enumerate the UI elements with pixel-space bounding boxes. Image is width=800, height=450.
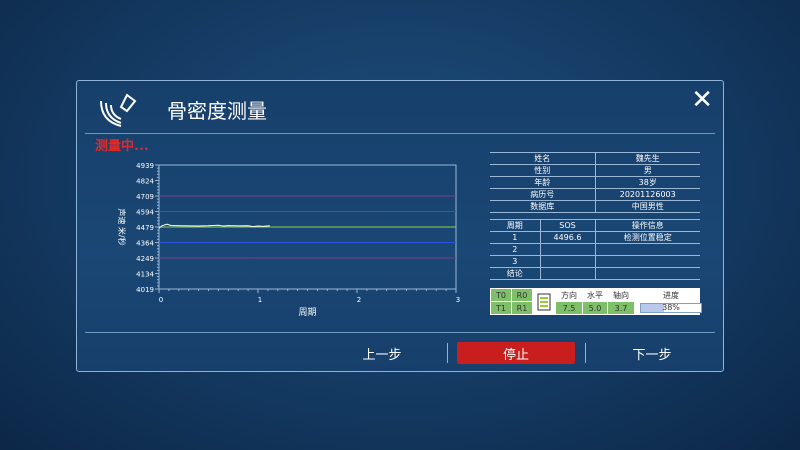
y-axis-label: 声速 米/秒 — [117, 208, 127, 245]
axial-label: 轴向 — [613, 290, 629, 300]
y-tick-label: 4019 — [136, 286, 154, 294]
column-header: 周期 — [490, 219, 541, 232]
field-value: 魏先生 — [595, 152, 700, 165]
divider — [85, 332, 715, 333]
field-value: 20201126003 — [595, 188, 700, 201]
patient-row: 性别男 — [490, 164, 700, 177]
patient-row: 年龄 38岁 — [490, 176, 700, 189]
results-row: 3 — [490, 255, 700, 268]
results-cell — [595, 243, 700, 256]
field-value: 38岁 — [595, 176, 700, 189]
sos-chart: 4019 4134 4249 4364 4479 4594 4709 4824 4939 0 1 2 3… — [117, 162, 460, 318]
y-tick-label: 4134 — [136, 271, 154, 279]
divider — [85, 133, 715, 134]
probe-status-strip: T0 R0 方向 水平 轴向 进度 T1 R1 7.5 5.0 3.7 38% — [490, 288, 702, 315]
horizontal-label: 水平 — [587, 290, 603, 300]
measuring-status: 测量中... — [95, 139, 149, 154]
r1-indicator: R1 — [512, 302, 532, 314]
ultrasound-probe-icon — [100, 93, 137, 127]
results-cell — [595, 267, 700, 280]
y-tick-label: 4364 — [136, 240, 154, 248]
y-tick-label: 4709 — [136, 193, 154, 201]
separator — [585, 343, 586, 363]
field-value: 中国男性 — [595, 200, 700, 213]
results-cell — [540, 267, 596, 280]
separator — [447, 343, 448, 363]
direction-value: 7.5 — [556, 302, 582, 314]
results-row: 1 4496.6 检测位置稳定 — [490, 231, 700, 244]
patient-info-table: 姓名 魏先生 性别男年龄 38岁 病历号 20201126003 数据库 中国男性 — [490, 152, 700, 213]
results-cell: 2 — [490, 243, 541, 256]
column-header: 操作信息 — [595, 219, 700, 232]
progress-text: 38% — [662, 303, 680, 312]
t0-indicator: T0 — [491, 289, 511, 301]
field-label: 数据库 — [490, 200, 596, 213]
prev-step-button[interactable]: 上一步 — [362, 347, 402, 363]
field-label: 年龄 — [490, 176, 596, 189]
axial-value: 3.7 — [608, 302, 634, 314]
close-icon[interactable]: ✕ — [691, 85, 713, 115]
patient-row: 数据库 中国男性 — [490, 200, 700, 213]
results-cell: 1 — [490, 231, 541, 244]
field-label: 病历号 — [490, 188, 596, 201]
results-cell — [595, 255, 700, 268]
y-tick-label: 4594 — [136, 209, 154, 217]
results-cell: 结论 — [490, 267, 541, 280]
y-tick-label: 4479 — [136, 224, 154, 232]
field-label: 姓名 — [490, 152, 596, 165]
dialog-title: 骨密度测量 — [167, 99, 267, 123]
bone-density-dialog: 骨密度测量 ✕ 测量中... 4019 4134 4249 4364 4479 4594 4… — [76, 80, 724, 372]
t1-indicator: T1 — [491, 302, 511, 314]
direction-label: 方向 — [561, 290, 577, 300]
results-cell: 检测位置稳定 — [595, 231, 700, 244]
results-cell — [540, 243, 596, 256]
results-cell: 3 — [490, 255, 541, 268]
results-row: 2 — [490, 243, 700, 256]
progress-bar: 38% — [640, 303, 702, 313]
progress-label: 进度 — [663, 290, 679, 300]
field-label: 性别 — [490, 164, 596, 177]
y-tick-label: 4939 — [136, 162, 154, 170]
next-step-button[interactable]: 下一步 — [632, 347, 672, 363]
r0-indicator: R0 — [512, 289, 532, 301]
patient-row: 姓名 魏先生 — [490, 152, 700, 165]
results-cell: 4496.6 — [540, 231, 596, 244]
results-row: 结论 — [490, 267, 700, 280]
column-header: SOS — [540, 219, 596, 232]
x-tick-label: 3 — [456, 296, 460, 304]
x-tick-label: 1 — [258, 296, 262, 304]
battery-icon — [533, 289, 555, 314]
results-header: 周期 SOS 操作信息 — [490, 219, 700, 232]
y-tick-label: 4249 — [136, 255, 154, 263]
field-value: 男 — [595, 164, 700, 177]
stop-button[interactable]: 停止 — [457, 342, 575, 364]
results-table: 周期 SOS 操作信息 1 4496.6 检测位置稳定 2 3 结论 — [490, 219, 700, 280]
results-cell — [540, 255, 596, 268]
patient-row: 病历号 20201126003 — [490, 188, 700, 201]
x-tick-label: 2 — [357, 296, 361, 304]
sos-series-line — [158, 223, 270, 229]
x-axis-label: 周期 — [298, 307, 316, 318]
y-tick-label: 4824 — [136, 178, 154, 186]
horizontal-value: 5.0 — [583, 302, 607, 314]
x-tick-label: 0 — [159, 296, 163, 304]
